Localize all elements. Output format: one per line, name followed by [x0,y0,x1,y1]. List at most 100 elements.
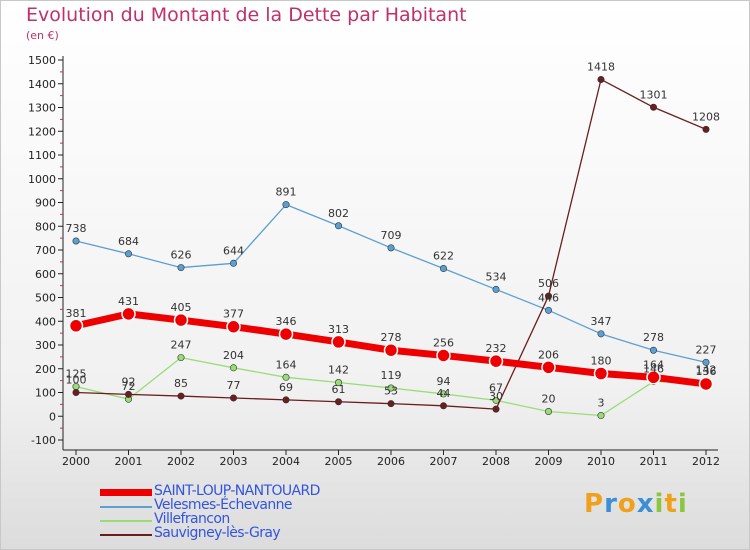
data-label-2: 146 [643,363,664,376]
data-label-1: 891 [276,186,297,199]
y-tick-label: 900 [35,197,56,210]
data-point-1 [334,222,342,230]
data-label-1: 644 [223,244,244,257]
data-label-3: 100 [66,374,87,387]
data-label-2: 142 [328,364,349,377]
x-tick-label: 2010 [587,455,615,468]
x-tick-label: 2009 [535,455,563,468]
data-label-3: 1418 [587,60,615,73]
data-label-2: 125 [66,368,87,381]
data-point-3 [387,400,395,408]
data-label-3: 30 [489,390,503,403]
legend-swatch [100,520,152,522]
x-tick-label: 2008 [482,455,510,468]
data-point-0 [436,348,451,363]
data-point-0 [646,370,661,385]
data-point-1 [387,244,395,252]
data-label-1: 278 [643,331,664,344]
data-point-3 [597,75,605,83]
data-label-0: 377 [223,308,244,321]
legend-label: Villefrancon [154,511,230,527]
data-label-2: 72 [122,380,136,393]
data-label-3: 1208 [692,110,720,123]
data-label-0: 346 [276,315,297,328]
data-point-0 [593,366,609,381]
data-label-3: 1301 [640,88,668,101]
legend-swatch [100,506,152,508]
data-label-0: 206 [538,348,559,361]
data-label-2: 119 [381,369,402,382]
data-label-0: 278 [381,331,402,344]
y-tick-label: 600 [35,268,56,281]
x-tick-label: 2003 [220,455,248,468]
data-label-2: 94 [437,375,451,388]
chart-subtitle: (en €) [26,29,59,42]
y-tick-label: 200 [35,363,56,376]
data-point-3 [439,402,447,410]
y-tick-label: 500 [35,292,56,305]
y-tick-label: 1100 [28,149,56,162]
x-tick-label: 2011 [640,455,668,468]
data-point-0 [68,318,84,334]
data-point-3 [492,405,500,413]
data-point-1 [230,259,238,267]
data-point-2 [597,412,605,420]
x-tick-label: 2006 [377,455,405,468]
data-point-0 [173,312,189,328]
y-tick-label: 0 [49,410,56,423]
data-label-2: 20 [542,393,556,406]
logo-letter: o [617,489,637,519]
y-tick-label: 1000 [28,173,56,186]
data-label-3: 92 [122,375,136,388]
data-label-3: 506 [538,277,559,290]
data-label-2: 142 [696,364,717,377]
legend-swatch [100,489,152,496]
data-point-3 [72,388,80,396]
logo-letter: P [584,489,605,519]
data-point-3 [334,398,342,406]
y-tick-label: 1200 [28,125,56,138]
data-label-1: 802 [328,207,349,220]
data-label-1: 534 [486,270,507,283]
logo-letter: i [654,489,665,519]
x-tick-label: 2002 [167,455,195,468]
data-point-1 [544,306,552,314]
y-tick-label: 100 [35,387,56,400]
data-label-3: 85 [174,377,188,390]
logo-letter: r [604,489,618,519]
data-point-2 [334,379,342,387]
y-tick-label: 400 [35,315,56,328]
data-point-1 [597,330,605,338]
data-point-3 [649,103,657,111]
data-point-0 [226,319,241,334]
y-tick-label: 700 [35,244,56,257]
x-tick-label: 2000 [62,455,90,468]
logo-letter: t [664,489,678,519]
x-tick-label: 2005 [325,455,353,468]
chart-title: Evolution du Montant de la Dette par Hab… [26,4,467,26]
data-point-1 [649,346,657,354]
data-point-1 [72,237,80,245]
data-label-2: 164 [276,358,297,371]
data-point-0 [331,334,346,350]
data-label-3: 77 [227,379,241,392]
series-line-3 [75,78,707,410]
y-tick-label: 1500 [28,54,56,67]
data-point-1 [282,201,290,209]
data-point-1 [439,265,447,273]
data-point-2 [230,364,238,372]
x-tick-label: 2001 [115,455,143,468]
data-label-0: 405 [171,301,192,314]
legend-label: SAINT-LOUP-NANTOUARD [154,483,320,499]
x-tick-label: 2012 [692,455,720,468]
proxiti-logo: Proxiti [584,489,688,519]
data-label-1: 684 [118,235,139,248]
data-point-3 [177,392,185,400]
data-label-2: 204 [223,349,244,362]
data-label-0: 313 [328,323,349,336]
data-label-0: 431 [118,295,139,308]
data-label-1: 709 [381,229,402,242]
data-point-1 [702,358,710,366]
y-tick-label: 1300 [28,102,56,115]
